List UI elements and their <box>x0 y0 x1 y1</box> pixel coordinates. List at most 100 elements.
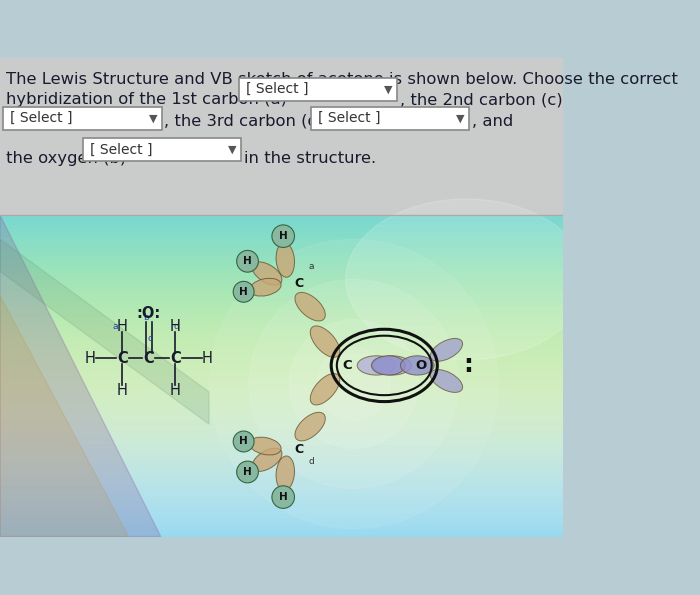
Text: O: O <box>416 359 427 372</box>
Bar <box>0 488 563 493</box>
Ellipse shape <box>249 437 281 455</box>
Text: ▼: ▼ <box>228 145 237 155</box>
Bar <box>0 219 563 223</box>
Bar <box>0 400 563 404</box>
Bar <box>0 496 563 500</box>
Text: ▼: ▼ <box>384 84 393 94</box>
Bar <box>0 248 563 251</box>
Circle shape <box>272 486 295 508</box>
FancyBboxPatch shape <box>83 138 241 161</box>
Bar <box>0 223 563 227</box>
Text: :: : <box>463 353 473 377</box>
Bar <box>0 312 563 315</box>
Text: [ Select ]: [ Select ] <box>318 111 381 125</box>
Bar <box>0 215 563 219</box>
Bar <box>0 360 563 364</box>
Text: , the 2nd carbon (c): , the 2nd carbon (c) <box>400 92 562 107</box>
Bar <box>0 296 563 299</box>
Text: H: H <box>239 437 248 446</box>
Bar <box>0 396 563 400</box>
Bar <box>0 287 563 292</box>
Bar <box>0 267 563 271</box>
Bar <box>0 472 563 477</box>
Bar <box>0 255 563 259</box>
Bar <box>0 264 563 267</box>
Bar <box>0 404 563 408</box>
Text: c: c <box>147 334 152 343</box>
Bar <box>0 512 563 516</box>
Text: d: d <box>309 458 314 466</box>
Ellipse shape <box>295 292 326 321</box>
Bar <box>0 533 563 537</box>
Bar <box>0 384 563 388</box>
Bar <box>0 324 563 328</box>
Bar <box>0 500 563 505</box>
Bar <box>0 231 563 235</box>
Ellipse shape <box>430 339 463 361</box>
Bar <box>0 275 563 280</box>
Ellipse shape <box>276 456 295 491</box>
Bar <box>0 308 563 312</box>
Bar <box>0 388 563 392</box>
Polygon shape <box>0 239 209 424</box>
Text: :O:: :O: <box>136 306 161 321</box>
Text: C: C <box>170 350 181 366</box>
Bar <box>0 505 563 509</box>
Ellipse shape <box>372 356 405 375</box>
FancyBboxPatch shape <box>311 107 470 130</box>
Bar <box>0 484 563 488</box>
Ellipse shape <box>295 412 326 441</box>
Bar <box>0 493 563 496</box>
Bar <box>0 448 563 452</box>
Text: H: H <box>170 318 181 334</box>
Bar <box>0 336 563 340</box>
Ellipse shape <box>310 374 340 405</box>
Bar <box>0 436 563 440</box>
Text: C: C <box>295 277 304 290</box>
Ellipse shape <box>252 448 282 471</box>
Bar <box>0 521 563 525</box>
Ellipse shape <box>276 243 295 277</box>
Bar <box>0 464 563 468</box>
Text: H: H <box>202 350 213 366</box>
Text: The Lewis Structure and VB sketch of acetone is shown below. Choose the correct: The Lewis Structure and VB sketch of ace… <box>6 72 678 87</box>
Bar <box>0 239 563 243</box>
Bar <box>0 440 563 444</box>
Ellipse shape <box>400 356 434 375</box>
Text: C: C <box>295 443 304 456</box>
Text: H: H <box>239 287 248 297</box>
Bar <box>0 452 563 456</box>
Text: ▼: ▼ <box>148 113 157 123</box>
Text: H: H <box>170 383 181 398</box>
Bar <box>0 416 563 420</box>
Ellipse shape <box>249 278 281 296</box>
Circle shape <box>289 320 418 448</box>
Circle shape <box>249 280 458 488</box>
Text: H: H <box>85 350 95 366</box>
Text: H: H <box>279 492 288 502</box>
Circle shape <box>233 431 254 452</box>
Bar <box>0 468 563 472</box>
Bar <box>0 328 563 331</box>
Text: [ Select ]: [ Select ] <box>90 143 153 156</box>
Bar <box>0 424 563 428</box>
Bar <box>0 480 563 484</box>
Circle shape <box>237 461 258 483</box>
Bar <box>0 271 563 275</box>
Text: H: H <box>243 256 252 267</box>
Bar <box>0 303 563 308</box>
Bar <box>0 392 563 396</box>
Bar <box>0 368 563 372</box>
Bar <box>0 509 563 512</box>
FancyBboxPatch shape <box>239 77 397 101</box>
Bar <box>0 364 563 368</box>
Bar <box>0 525 563 528</box>
Bar <box>0 259 563 264</box>
Text: hybridization of the 1st carbon (a): hybridization of the 1st carbon (a) <box>6 92 288 107</box>
Polygon shape <box>0 296 129 537</box>
Text: H: H <box>117 383 127 398</box>
Bar <box>0 461 563 464</box>
Text: in the structure.: in the structure. <box>244 151 376 166</box>
Bar <box>0 372 563 376</box>
Text: [ Select ]: [ Select ] <box>10 111 73 125</box>
